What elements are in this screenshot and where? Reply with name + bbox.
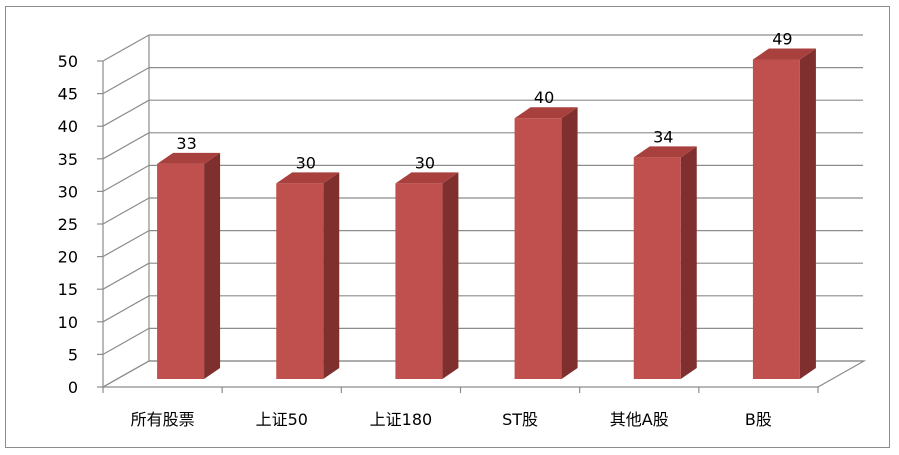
- bar-top: [752, 48, 816, 60]
- gridline-diagonal: [102, 34, 150, 62]
- gridline-diagonal: [102, 360, 150, 388]
- bar: [276, 172, 340, 379]
- gridline-diagonal: [102, 327, 150, 355]
- y-tick-label: 10: [58, 313, 78, 332]
- bar: [395, 172, 459, 379]
- bar: [752, 48, 816, 380]
- gridline-diagonal: [102, 132, 150, 160]
- y-tick-label: 35: [58, 150, 78, 169]
- x-tick-label: 上证50: [256, 410, 308, 429]
- x-tick-label: ST股: [502, 410, 538, 429]
- bar-top: [276, 172, 340, 184]
- data-label: 34: [653, 127, 673, 146]
- gridline-diagonal: [102, 164, 150, 192]
- y-tick-label: 0: [68, 378, 78, 397]
- gridline-diagonal: [102, 295, 150, 323]
- data-labels: 33 30 30 40 34 49: [176, 30, 792, 173]
- bar-front: [633, 157, 681, 379]
- gridline-diagonal: [102, 230, 150, 258]
- gridline-diagonal: [102, 197, 150, 225]
- data-label: 49: [772, 30, 792, 49]
- bars: [157, 48, 816, 380]
- bar-top: [395, 172, 459, 184]
- x-tick-label: B股: [745, 410, 772, 429]
- bar-front: [752, 59, 800, 380]
- bar-side: [323, 172, 340, 379]
- chart-frame: 0 5 10 15 20 25 30 35 40 45 50 所有股票 上证50 上证180 ST股 其他A…: [5, 6, 890, 448]
- bar-side: [799, 48, 816, 380]
- data-label: 30: [415, 153, 435, 172]
- bar-side: [680, 146, 697, 379]
- gridlines: [102, 34, 863, 388]
- bar-top: [157, 152, 221, 164]
- x-tick-label: 所有股票: [131, 410, 195, 429]
- bar-side: [561, 107, 578, 379]
- x-tick-label: 上证180: [370, 410, 433, 429]
- bar-front: [276, 183, 324, 379]
- bar-top: [514, 107, 578, 119]
- bar: [514, 107, 578, 379]
- bar-chart: 0 5 10 15 20 25 30 35 40 45 50 所有股票 上证50 上证180 ST股 其他A…: [58, 30, 867, 429]
- data-label: 33: [176, 134, 196, 153]
- x-axis-labels: 所有股票 上证50 上证180 ST股 其他A股 B股: [102, 387, 819, 429]
- bar: [157, 152, 221, 379]
- y-tick-label: 25: [58, 215, 78, 234]
- y-tick-label: 15: [58, 280, 78, 299]
- bar-side: [442, 172, 459, 379]
- gridline-diagonal: [102, 262, 150, 290]
- data-label: 40: [534, 88, 554, 107]
- y-tick-label: 45: [58, 85, 78, 104]
- y-tick-label: 5: [68, 345, 78, 364]
- gridline-diagonal: [102, 99, 150, 127]
- bar: [633, 146, 697, 379]
- y-tick-label: 30: [58, 182, 78, 201]
- bar-top: [633, 146, 697, 158]
- y-axis: 0 5 10 15 20 25 30 35 40 45 50: [58, 52, 104, 397]
- y-tick-label: 20: [58, 248, 78, 267]
- y-tick-label: 50: [58, 52, 78, 71]
- bar-front: [514, 118, 562, 379]
- gridline-diagonal: [102, 67, 150, 95]
- data-label: 30: [296, 153, 316, 172]
- bar-side: [204, 152, 221, 379]
- bar-front: [157, 163, 205, 379]
- bar-front: [395, 183, 443, 379]
- x-tick-label: 其他A股: [610, 410, 669, 429]
- y-tick-label: 40: [58, 117, 78, 136]
